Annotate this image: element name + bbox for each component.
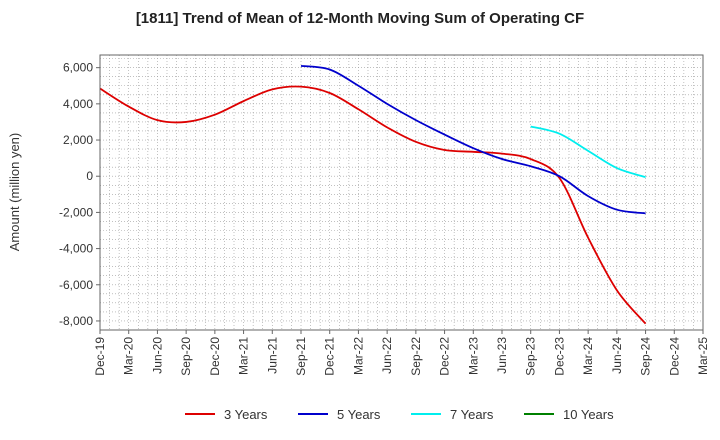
y-tick-labels: 6,000 4,000 2,000 0 -2,000 -4,000 -6,000 -8,000 [59,61,100,328]
legend-item-10-years: 10 Years [524,407,614,422]
y-tick-label: -2,000 [59,205,93,219]
series-line-5-years [300,64,646,215]
grid-layer [100,55,703,330]
y-tick-label: 2,000 [63,133,93,147]
y-tick-label: -4,000 [59,242,93,256]
y-tick-label: -8,000 [59,314,93,328]
legend-label: 7 Years [450,407,494,422]
y-tick-label: 4,000 [63,97,93,111]
x-tick-label: Jun-23 [495,337,509,374]
x-tick-label: Sep-22 [409,337,423,376]
x-tick-label: Dec-19 [93,337,107,376]
x-tick-label: Sep-24 [639,337,653,376]
x-tick-label: Mar-20 [122,337,136,375]
x-tick-label: Dec-20 [208,337,222,376]
x-tick-label: Mar-24 [581,337,595,375]
x-tick-label: Jun-21 [265,337,279,374]
x-tick-label: Dec-23 [552,337,566,376]
series-line-7-years [530,125,646,178]
x-tick-label: Jun-24 [610,337,624,374]
x-tick-label: Jun-20 [150,337,164,374]
x-tick-label: Mar-25 [696,337,710,375]
plot-area [100,55,703,330]
y-axis-label: Amount (million yen) [7,133,22,252]
plot-frame [99,54,704,331]
x-tick-label: Mar-22 [351,337,365,375]
x-tick-label: Sep-21 [294,337,308,376]
legend-label: 5 Years [337,407,381,422]
x-tick-label: Mar-23 [466,337,480,375]
series-line-3-years [99,85,647,325]
y-tick-label: -6,000 [59,278,93,292]
x-tick-label: Dec-21 [323,337,337,376]
x-tick-labels: Dec-19 Mar-20 Jun-20 Sep-20 Dec-20 Mar-21 Jun-… [93,330,710,376]
y-tick-label: 0 [86,169,93,183]
series-layer [99,64,647,325]
legend-label: 10 Years [563,407,614,422]
x-tick-label: Dec-24 [667,337,681,376]
x-tick-label: Sep-23 [524,337,538,376]
x-tick-label: Dec-22 [438,337,452,376]
legend-item-5-years: 5 Years [298,407,381,422]
y-tick-label: 6,000 [63,61,93,75]
x-tick-label: Mar-21 [237,337,251,375]
chart-title: [1811] Trend of Mean of 12-Month Moving … [135,10,585,27]
x-tick-label: Jun-22 [380,337,394,374]
legend-label: 3 Years [224,407,268,422]
legend-item-3-years: 3 Years [185,407,268,422]
legend: 3 Years 5 Years 7 Years 10 Years [185,407,614,422]
legend-item-7-years: 7 Years [411,407,494,422]
x-tick-label: Sep-20 [179,337,193,376]
